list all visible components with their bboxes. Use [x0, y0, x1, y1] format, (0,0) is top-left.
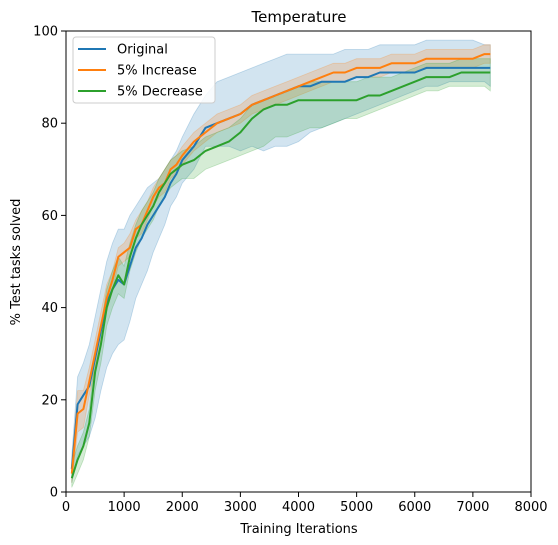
- x-tick-label: 0: [62, 500, 70, 515]
- band-original: [71, 39, 491, 483]
- confidence-bands: [71, 39, 491, 488]
- y-tick-label: 60: [41, 209, 58, 224]
- legend-label: 5% Decrease: [117, 85, 203, 100]
- y-tick-label: 100: [33, 25, 58, 40]
- x-tick-label: 4000: [282, 500, 315, 515]
- band-5-increase: [71, 44, 491, 483]
- x-tick-label: 6000: [398, 500, 431, 515]
- y-tick-label: 80: [41, 117, 58, 132]
- legend: Original 5% Increase 5% Decrease: [72, 36, 216, 104]
- line-5-increase: [70, 53, 491, 474]
- series-lines: [70, 53, 491, 479]
- y-axis-label: % Test tasks solved: [9, 199, 24, 326]
- line-5-decrease: [70, 71, 491, 479]
- x-tick-label: 3000: [224, 500, 257, 515]
- y-tick-label: 40: [41, 301, 58, 316]
- x-axis-ticks: 0 1000 2000 3000 4000 5000 6000 7000 8000: [62, 492, 548, 515]
- legend-label: Original: [117, 43, 168, 58]
- x-tick-label: 7000: [456, 500, 489, 515]
- chart-title: Temperature: [250, 8, 346, 26]
- x-tick-label: 1000: [108, 500, 141, 515]
- y-axis-ticks: 0 20 40 60 80 100: [33, 25, 66, 501]
- y-tick-label: 0: [50, 486, 58, 501]
- legend-box: [72, 36, 216, 104]
- legend-label: 5% Increase: [117, 64, 197, 79]
- x-tick-label: 2000: [166, 500, 199, 515]
- y-tick-label: 20: [41, 393, 58, 408]
- x-tick-label: 8000: [514, 500, 547, 515]
- x-axis-label: Training Iterations: [239, 522, 358, 537]
- x-tick-label: 5000: [340, 500, 373, 515]
